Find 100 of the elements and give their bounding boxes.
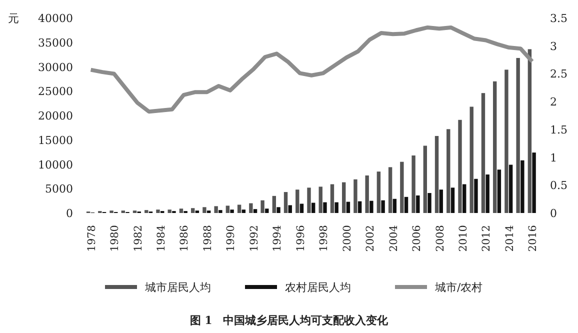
bar xyxy=(249,203,253,213)
x-tick-label: 2010 xyxy=(458,225,470,252)
y-tick-label: 20000 xyxy=(38,110,73,122)
bar xyxy=(253,209,258,213)
x-tick-label: 1982 xyxy=(132,225,144,252)
bar xyxy=(458,120,462,213)
bar xyxy=(470,106,474,213)
bar xyxy=(144,210,148,213)
x-tick-label: 1980 xyxy=(109,225,122,252)
y2-tick-label: 0 xyxy=(550,207,557,220)
bar xyxy=(214,206,218,213)
y2-tick-label: 1.5 xyxy=(550,123,568,136)
bar xyxy=(260,200,264,213)
text: 图 1 中国城乡居民人均可支配收入变化 xyxy=(190,314,390,327)
bar xyxy=(474,178,478,213)
x-tick-label: 1986 xyxy=(178,224,191,252)
x-tick-label: 2006 xyxy=(411,224,424,252)
bar xyxy=(416,195,420,213)
bar xyxy=(226,206,230,213)
x-tick-label: 2004 xyxy=(388,224,400,252)
bar xyxy=(450,188,455,213)
y2-tick-label: 2 xyxy=(550,96,557,109)
bar xyxy=(400,162,404,213)
bar xyxy=(508,164,513,213)
bar xyxy=(354,179,358,213)
bar xyxy=(323,202,327,213)
bar xyxy=(516,58,520,213)
bar xyxy=(392,198,397,213)
x-tick-label: 1978 xyxy=(86,225,98,252)
x-tick-label: 2002 xyxy=(364,225,377,252)
bar xyxy=(439,190,443,213)
bar xyxy=(492,81,497,213)
bar xyxy=(434,136,439,213)
bar xyxy=(312,202,316,213)
y2-tick-label: 3 xyxy=(550,40,557,53)
y-tick-label: 10000 xyxy=(38,158,73,172)
y-tick-label: 35000 xyxy=(38,36,73,50)
legend-label: 城市/农村 xyxy=(434,281,483,294)
bar xyxy=(179,208,184,213)
x-tick-label: 1992 xyxy=(248,225,260,252)
bar xyxy=(497,170,502,213)
y2-tick-label: 1 xyxy=(550,151,557,164)
bar xyxy=(520,160,524,213)
bar xyxy=(486,174,490,213)
bar xyxy=(446,129,450,213)
bar xyxy=(428,193,432,213)
bar xyxy=(342,182,346,213)
bar xyxy=(272,196,276,213)
bar xyxy=(265,208,269,213)
y2-tick-label: 0.5 xyxy=(550,179,568,192)
y-tick-label: 40000 xyxy=(38,12,73,25)
x-tick-label: 2008 xyxy=(434,225,446,252)
bar xyxy=(237,204,242,213)
x-tick-label: 2014 xyxy=(504,224,516,252)
bar xyxy=(230,210,234,213)
bar xyxy=(381,200,385,213)
bar xyxy=(296,190,300,213)
bar xyxy=(532,152,536,213)
y-tick-label: 15000 xyxy=(38,134,73,147)
bar xyxy=(462,184,466,213)
bar xyxy=(334,202,338,213)
y2-tick-label: 3.5 xyxy=(550,12,568,25)
bar xyxy=(376,172,381,213)
bar xyxy=(370,200,374,213)
bar xyxy=(504,70,508,213)
bar xyxy=(218,210,222,213)
bar xyxy=(276,207,280,213)
bar xyxy=(528,49,532,213)
x-tick-label: 1996 xyxy=(294,224,307,252)
y-tick-label: 0 xyxy=(66,207,73,220)
bar xyxy=(156,210,160,213)
x-tick-label: 1990 xyxy=(225,225,238,252)
x-tick-label: 1988 xyxy=(202,225,214,252)
bar xyxy=(318,186,322,213)
bar xyxy=(242,210,246,213)
bar xyxy=(284,192,288,213)
bar xyxy=(412,155,416,213)
bar xyxy=(288,205,292,213)
y-tick-label: 5000 xyxy=(45,182,73,196)
bar xyxy=(365,175,369,213)
bar xyxy=(358,201,362,213)
y-axis-title: 元 xyxy=(8,12,19,25)
bar xyxy=(330,184,334,213)
x-tick-label: 1994 xyxy=(272,224,284,252)
bar xyxy=(202,207,206,213)
bar xyxy=(168,210,172,213)
legend-label: 城市居民人均 xyxy=(144,281,211,294)
x-tick-label: 1998 xyxy=(318,225,330,252)
bar xyxy=(481,93,486,213)
legend-label: 农村居民人均 xyxy=(285,281,351,294)
y2-tick-label: 2.5 xyxy=(550,68,568,81)
bar xyxy=(300,204,304,213)
bar xyxy=(346,202,350,213)
x-tick-label: 2016 xyxy=(527,224,540,252)
bar xyxy=(190,208,195,213)
x-tick-label: 2000 xyxy=(341,225,354,252)
y-tick-label: 25000 xyxy=(38,85,73,98)
y-tick-label: 30000 xyxy=(38,60,73,74)
bar xyxy=(423,146,427,213)
x-tick-label: 2012 xyxy=(480,225,493,252)
